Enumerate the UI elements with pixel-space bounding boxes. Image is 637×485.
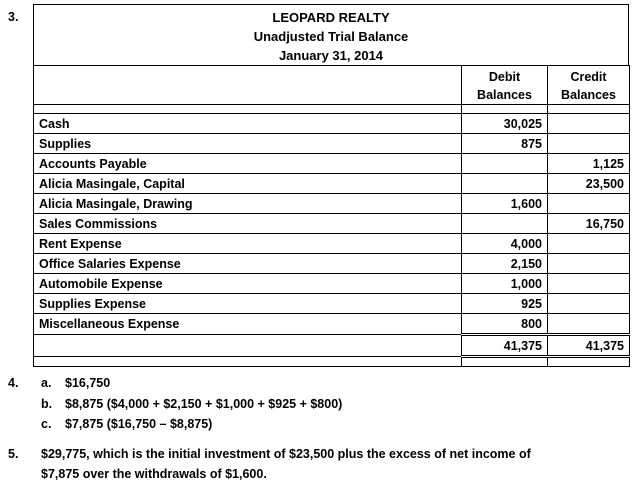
spacer-row <box>33 104 630 114</box>
account-name: Alicia Masingale, Drawing <box>33 193 462 214</box>
table-row: Supplies 875 <box>33 133 630 154</box>
statement-title: Unadjusted Trial Balance <box>253 29 409 44</box>
debit-amount <box>461 153 548 174</box>
closing-cell <box>547 355 630 367</box>
spacer-cell <box>547 104 630 114</box>
account-name: Supplies <box>33 133 462 154</box>
account-name: Office Salaries Expense <box>33 253 462 274</box>
debit-header-line2: Balances <box>461 86 548 105</box>
table-row: Miscellaneous Expense 800 <box>33 313 630 335</box>
debit-amount: 4,000 <box>461 233 548 254</box>
account-name: Automobile Expense <box>33 273 462 294</box>
answer-4a-label: a. <box>41 376 52 390</box>
table-row: Cash 30,025 <box>33 113 630 134</box>
table-row: Accounts Payable 1,125 <box>33 153 630 174</box>
credit-amount: 1,125 <box>547 153 630 174</box>
debit-amount: 1,600 <box>461 193 548 214</box>
account-name: Rent Expense <box>33 233 462 254</box>
credit-amount <box>547 293 630 314</box>
debit-amount: 875 <box>461 133 548 154</box>
column-header-row: Debit Credit <box>33 65 630 105</box>
totals-label-cell <box>33 334 462 357</box>
closing-row <box>33 355 630 367</box>
credit-header-line1: Credit <box>547 65 630 86</box>
table-row: Alicia Masingale, Drawing 1,600 <box>33 193 630 214</box>
account-name: Accounts Payable <box>33 153 462 174</box>
account-name: Cash <box>33 113 462 134</box>
table-row: Supplies Expense 925 <box>33 293 630 314</box>
answer-4a-text: $16,750 <box>65 376 111 390</box>
credit-amount <box>547 273 630 294</box>
table-row: Office Salaries Expense 2,150 <box>33 253 630 274</box>
account-column-header <box>33 65 462 105</box>
closing-cell <box>461 355 548 367</box>
credit-amount <box>547 113 630 134</box>
question-5-number: 5. <box>8 447 19 461</box>
debit-amount <box>461 213 548 234</box>
total-credit: 41,375 <box>547 333 630 357</box>
spacer-cell <box>33 104 462 114</box>
debit-header-line1: Debit <box>461 65 548 86</box>
credit-amount <box>547 313 630 335</box>
table-row: Rent Expense 4,000 <box>33 233 630 254</box>
account-name: Supplies Expense <box>33 293 462 314</box>
answer-4b-label: b. <box>41 397 53 411</box>
credit-amount <box>547 253 630 274</box>
credit-header-line2: Balances <box>547 86 630 105</box>
table-row: Sales Commissions 16,750 <box>33 213 630 234</box>
debit-amount: 925 <box>461 293 548 314</box>
account-name: Sales Commissions <box>33 213 462 234</box>
credit-amount: 23,500 <box>547 173 630 194</box>
debit-amount <box>461 173 548 194</box>
answer-4b-text: $8,875 ($4,000 + $2,150 + $1,000 + $925 … <box>65 397 343 411</box>
table-row: Alicia Masingale, Capital 23,500 <box>33 173 630 194</box>
totals-row: 41,375 41,375 <box>33 333 630 357</box>
statement-date: January 31, 2014 <box>278 48 384 63</box>
answer-4c-text: $7,875 ($16,750 – $8,875) <box>65 417 213 431</box>
credit-amount <box>547 133 630 154</box>
company-name: LEOPARD REALTY <box>272 10 390 25</box>
answer-5-line1: $29,775, which is the initial investment… <box>41 447 531 461</box>
account-name: Alicia Masingale, Capital <box>33 173 462 194</box>
trial-balance-heading: LEOPARD REALTY Unadjusted Trial Balance … <box>33 4 629 66</box>
question-3-number: 3. <box>8 10 19 24</box>
table-row: Automobile Expense 1,000 <box>33 273 630 294</box>
trial-balance-table: Debit Credit Balances Balances Cash 30,02… <box>33 65 630 367</box>
answer-4c-label: c. <box>41 417 52 431</box>
question-4-number: 4. <box>8 376 19 390</box>
spacer-cell <box>461 104 548 114</box>
account-name: Miscellaneous Expense <box>33 313 462 335</box>
total-debit: 41,375 <box>461 333 548 357</box>
closing-cell <box>33 356 462 367</box>
debit-amount: 800 <box>461 313 548 335</box>
debit-amount: 30,025 <box>461 113 548 134</box>
credit-amount <box>547 193 630 214</box>
credit-amount: 16,750 <box>547 213 630 234</box>
debit-amount: 1,000 <box>461 273 548 294</box>
debit-amount: 2,150 <box>461 253 548 274</box>
column-header-row: Balances Balances <box>34 86 630 105</box>
answer-5-line2: $7,875 over the withdrawals of $1,600. <box>41 467 267 481</box>
credit-amount <box>547 233 630 254</box>
